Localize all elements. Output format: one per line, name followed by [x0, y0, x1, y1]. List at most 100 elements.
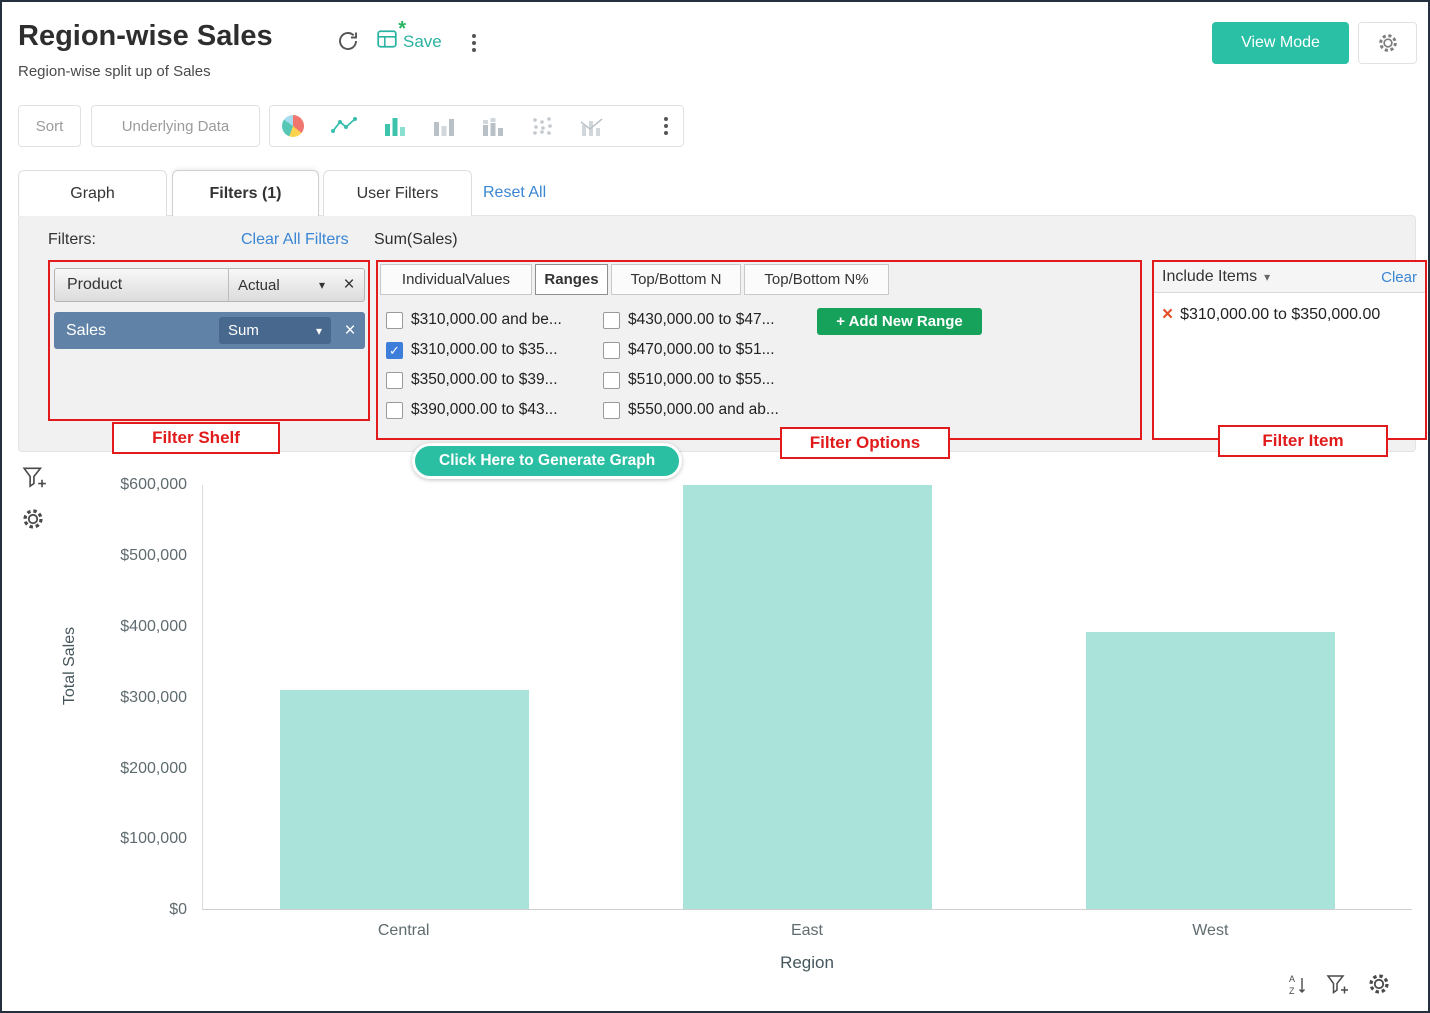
y-tick-label: $500,000	[120, 547, 187, 564]
checkbox-icon[interactable]	[603, 401, 620, 419]
annotation-filter-item: Filter Item	[1218, 425, 1388, 457]
bar-slot	[203, 485, 606, 909]
active-filter-title: Sum(Sales)	[374, 231, 458, 248]
grouped-bar-chart-icon[interactable]	[433, 113, 455, 139]
underlying-data-button[interactable]: Underlying Data	[91, 105, 260, 147]
y-tick-label: $400,000	[120, 618, 187, 635]
range-option[interactable]: $310,000.00 to $35...	[386, 340, 558, 360]
range-option[interactable]: $350,000.00 to $39...	[386, 370, 558, 390]
chart-type-toolbar	[269, 105, 684, 147]
included-filter-item: × $310,000.00 to $350,000.00	[1162, 305, 1380, 324]
filter-chip-label: Product	[67, 276, 123, 293]
sort-button[interactable]: Sort	[18, 105, 81, 147]
x-tick-label: East	[790, 922, 823, 939]
svg-text:Z: Z	[1289, 986, 1295, 996]
filter-chip-product[interactable]: Product Actual ▾ ×	[54, 268, 365, 302]
range-option[interactable]: $510,000.00 to $55...	[603, 370, 775, 390]
filter-chip-label: Sales	[66, 321, 107, 339]
chevron-down-icon: ▾	[318, 278, 325, 292]
range-option[interactable]: $390,000.00 to $43...	[386, 400, 558, 420]
filter-chip-mode-value: Actual	[238, 276, 280, 294]
include-items-card: Include Items ▾ Clear × $310,000.00 to $…	[1152, 260, 1427, 440]
bar-central[interactable]	[279, 689, 530, 909]
option-tab-top-bottom-n[interactable]: Top/Bottom N	[611, 264, 741, 295]
option-tab-top-bottom-npct[interactable]: Top/Bottom N%	[744, 264, 889, 295]
gear-icon[interactable]	[1367, 972, 1391, 996]
filter-chip-mode-dropdown[interactable]: Sum ▾	[219, 317, 331, 344]
range-option[interactable]: $310,000.00 and be...	[386, 310, 562, 330]
svg-text:A: A	[1289, 974, 1295, 984]
page-subtitle: Region-wise split up of Sales	[18, 63, 211, 80]
save-icon: *	[376, 18, 406, 55]
add-new-range-button[interactable]: + Add New Range	[817, 308, 982, 335]
line-chart-icon[interactable]	[331, 113, 357, 139]
bar-east[interactable]	[682, 485, 933, 909]
filter-chip-mode-value: Sum	[228, 322, 259, 339]
remove-filter-icon[interactable]: ×	[344, 319, 356, 341]
range-label: $350,000.00 to $39...	[411, 371, 558, 388]
more-chart-types-icon[interactable]	[660, 113, 672, 139]
bar-slot	[606, 485, 1009, 909]
page-title: Region-wise Sales	[18, 20, 273, 52]
more-options-icon[interactable]	[468, 30, 480, 56]
tab-filters[interactable]: Filters (1)	[172, 170, 319, 216]
checkbox-icon[interactable]	[386, 371, 403, 389]
x-tick-label: West	[1192, 922, 1229, 939]
checkbox-icon[interactable]	[386, 341, 403, 359]
reset-all-link[interactable]: Reset All	[483, 184, 547, 201]
y-tick-label: $200,000	[120, 760, 187, 777]
checkbox-icon[interactable]	[603, 371, 620, 389]
gear-icon	[1378, 34, 1397, 52]
unsaved-asterisk: *	[398, 18, 406, 40]
bar-slot	[1009, 485, 1412, 909]
filter-chip-mode-dropdown[interactable]: Actual ▾	[228, 269, 334, 301]
stacked-bar-chart-icon[interactable]	[482, 113, 504, 139]
option-tab-ranges[interactable]: Ranges	[535, 264, 608, 295]
annotation-filter-shelf: Filter Shelf	[112, 422, 280, 454]
range-option[interactable]: $430,000.00 to $47...	[603, 310, 775, 330]
checkbox-icon[interactable]	[386, 401, 403, 419]
y-tick-label: $600,000	[120, 476, 187, 493]
generate-graph-button[interactable]: Click Here to Generate Graph	[412, 443, 683, 479]
pie-chart-icon[interactable]	[282, 113, 304, 139]
refresh-icon[interactable]	[336, 29, 360, 53]
bar-west[interactable]	[1085, 632, 1336, 909]
chevron-down-icon: ▾	[315, 323, 322, 338]
range-label: $430,000.00 to $47...	[628, 311, 775, 328]
save-button[interactable]: * Save	[376, 18, 442, 55]
range-label: $510,000.00 to $55...	[628, 371, 775, 388]
chevron-down-icon: ▾	[1264, 270, 1271, 284]
filter-plus-icon[interactable]	[1326, 972, 1350, 996]
tab-user-filters[interactable]: User Filters	[323, 170, 472, 216]
settings-button[interactable]	[1358, 22, 1417, 64]
kebab-dots	[468, 30, 480, 56]
remove-item-icon[interactable]: ×	[1162, 304, 1174, 325]
view-mode-button[interactable]: View Mode	[1212, 22, 1349, 64]
clear-all-filters-link[interactable]: Clear All Filters	[241, 231, 349, 248]
include-items-dropdown[interactable]: Include Items	[1162, 268, 1258, 285]
filter-shelf-annotation-box	[48, 260, 370, 421]
range-option[interactable]: $470,000.00 to $51...	[603, 340, 775, 360]
clear-included-items-link[interactable]: Clear	[1381, 268, 1417, 286]
chart-settings-icon[interactable]	[21, 507, 45, 531]
remove-filter-icon[interactable]: ×	[343, 274, 355, 295]
filter-chip-sales[interactable]: Sales Sum ▾ ×	[54, 312, 365, 349]
chart-filter-plus-icon[interactable]	[22, 464, 48, 490]
filter-options-annotation-box	[376, 260, 1142, 440]
scatter-chart-icon[interactable]	[531, 113, 553, 139]
filters-label: Filters:	[48, 231, 96, 248]
checkbox-icon[interactable]	[603, 341, 620, 359]
bar-chart-icon[interactable]	[384, 113, 406, 139]
option-tab-individual-values[interactable]: IndividualValues	[380, 264, 532, 295]
y-tick-label: $0	[169, 901, 187, 918]
range-option[interactable]: $550,000.00 and ab...	[603, 400, 779, 420]
checkbox-icon[interactable]	[386, 311, 403, 329]
y-tick-label: $100,000	[120, 830, 187, 847]
range-label: $550,000.00 and ab...	[628, 401, 779, 418]
combo-chart-icon[interactable]	[580, 113, 604, 139]
tab-graph[interactable]: Graph	[18, 170, 167, 216]
checkbox-icon[interactable]	[603, 311, 620, 329]
